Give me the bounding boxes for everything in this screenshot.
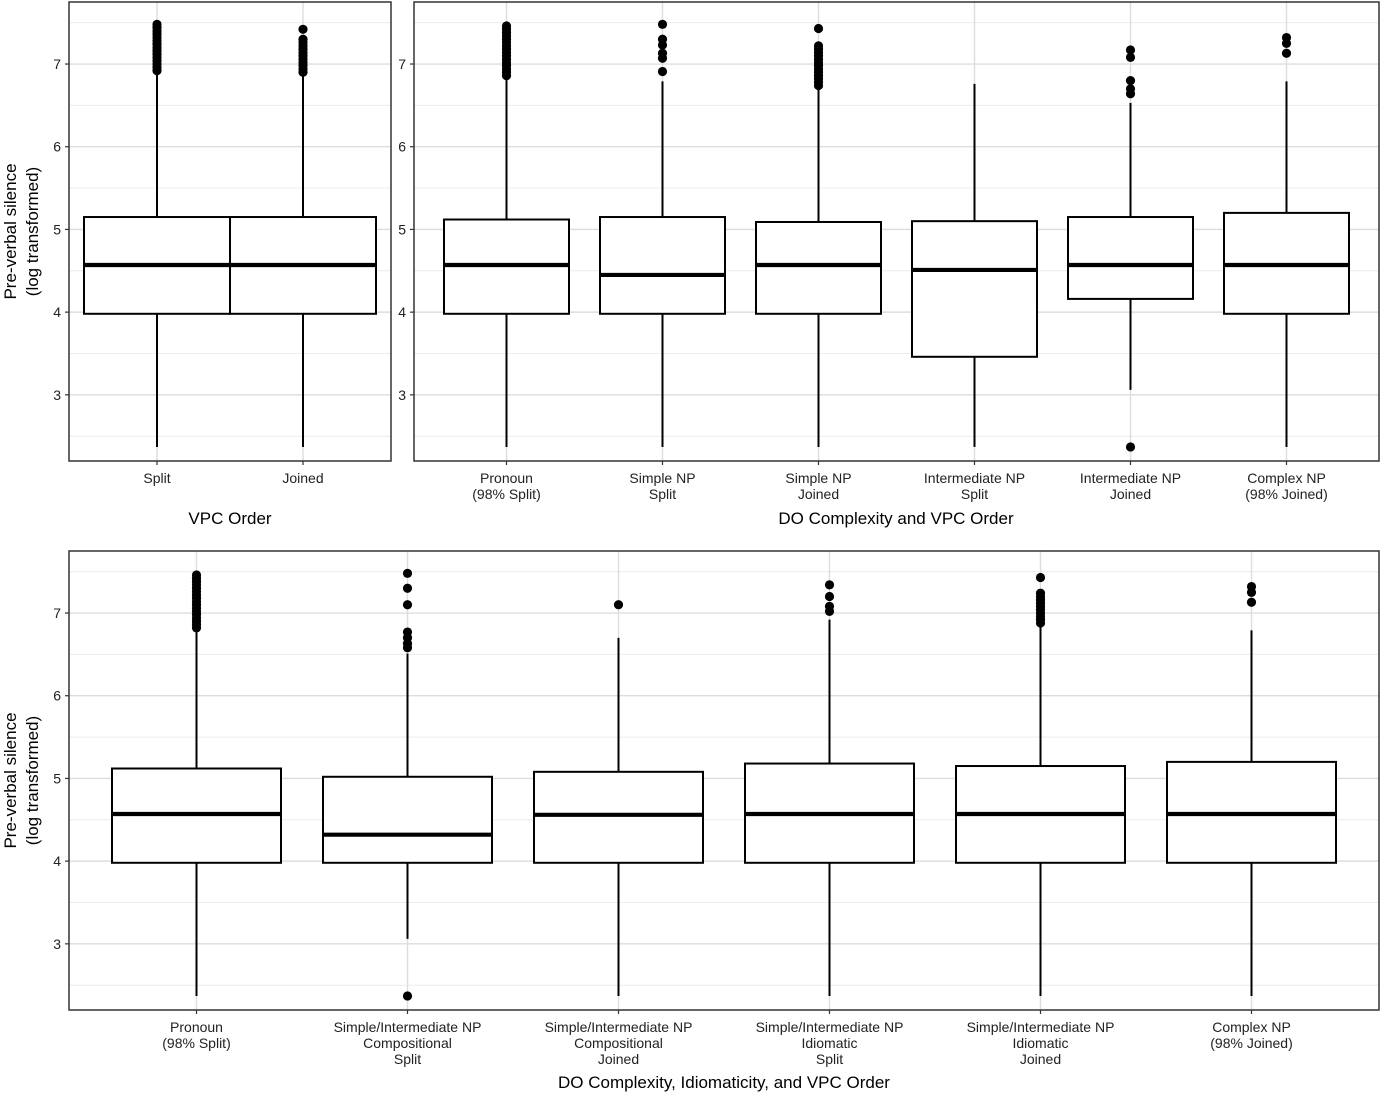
outlier-point <box>402 991 413 1001</box>
y-tick-label: 6 <box>398 139 406 155</box>
category-label: (98% Split) <box>472 486 540 502</box>
category-label: Simple NP <box>629 470 695 486</box>
outlier-point <box>657 48 668 58</box>
category-label: Simple/Intermediate NP <box>334 1019 482 1035</box>
y-tick-label: 6 <box>53 688 61 704</box>
x-axis-title: DO Complexity and VPC Order <box>778 509 1014 528</box>
y-tick-label: 3 <box>398 387 406 403</box>
category-label: (98% Joined) <box>1245 486 1328 502</box>
outlier-point <box>1281 48 1292 58</box>
panel-border <box>68 550 1380 1011</box>
category-label: Split <box>649 486 676 502</box>
outlier-point <box>657 34 668 44</box>
y-tick-label: 5 <box>53 770 61 786</box>
iqr-box <box>1067 216 1194 300</box>
x-axis-title: DO Complexity, Idiomaticity, and VPC Ord… <box>558 1073 890 1092</box>
y-tick-label: 7 <box>53 605 61 621</box>
category-label: (98% Split) <box>162 1035 230 1051</box>
category-label: Idiomatic <box>1012 1035 1068 1051</box>
outlier-point <box>824 601 835 612</box>
category-label: Joined <box>598 1051 639 1067</box>
panel-border <box>413 1 1380 462</box>
category-label: Joined <box>1110 486 1151 502</box>
category-label: Split <box>816 1051 843 1067</box>
outlier-point <box>298 24 308 34</box>
category-label: Split <box>961 486 988 502</box>
category-label: Joined <box>798 486 839 502</box>
y-tick-label: 7 <box>398 56 406 72</box>
panel-border <box>68 1 392 462</box>
y-tick-label: 7 <box>53 56 61 72</box>
category-label: Idiomatic <box>801 1035 857 1051</box>
outlier-point <box>1125 75 1136 86</box>
y-axis-title: (log transformed) <box>23 716 42 845</box>
y-tick-label: 4 <box>53 304 61 320</box>
outlier-point <box>402 568 413 578</box>
y-tick-label: 3 <box>53 936 61 952</box>
y-tick-label: 5 <box>53 221 61 237</box>
outlier-point <box>657 19 668 29</box>
category-label: Intermediate NP <box>924 470 1025 486</box>
outlier-point <box>613 600 624 610</box>
category-label: Pronoun <box>170 1019 223 1035</box>
outlier-point <box>298 34 308 44</box>
outlier-point <box>501 21 512 31</box>
y-tick-label: 6 <box>53 139 61 155</box>
panel-do-complexity-idiomaticity-vpc-order: 3 4 5 6 7 Pronoun(98% Split) Simple/Intermedia… <box>1 550 1380 1092</box>
category-label: Complex NP <box>1212 1019 1291 1035</box>
category-label: Joined <box>282 470 323 486</box>
outlier-point <box>1125 84 1136 94</box>
outlier-point <box>1246 581 1257 592</box>
iqr-box <box>533 770 704 864</box>
outlier-point <box>1246 597 1257 607</box>
y-axis-title: Pre-verbal silence <box>1 712 20 848</box>
category-label: Compositional <box>363 1035 452 1051</box>
category-label: Split <box>143 470 170 486</box>
outlier-point <box>1125 442 1136 452</box>
x-axis-title: VPC Order <box>188 509 271 528</box>
iqr-box <box>755 220 882 315</box>
category-label: Simple NP <box>785 470 851 486</box>
category-label: Complex NP <box>1247 470 1326 486</box>
category-label: Intermediate NP <box>1080 470 1181 486</box>
category-label: (98% Joined) <box>1210 1035 1293 1051</box>
iqr-box <box>911 220 1038 358</box>
outlier-point <box>813 23 824 34</box>
outlier-point <box>1125 45 1136 55</box>
iqr-box <box>322 775 493 864</box>
outlier-point <box>402 627 413 637</box>
category-label: Simple/Intermediate NP <box>967 1019 1115 1035</box>
outlier-point <box>824 591 835 602</box>
outlier-point <box>824 580 835 590</box>
y-axis-title: Pre-verbal silence <box>1 163 20 299</box>
y-tick-label: 3 <box>53 387 61 403</box>
outlier-point <box>402 600 413 610</box>
outlier-point <box>1125 52 1136 63</box>
outlier-point <box>657 66 668 77</box>
outlier-point <box>191 570 202 580</box>
y-tick-label: 4 <box>398 304 406 320</box>
y-tick-label: 4 <box>53 853 61 869</box>
outlier-point <box>1281 32 1292 43</box>
outlier-point <box>402 583 413 593</box>
category-label: Joined <box>1020 1051 1061 1067</box>
outlier-point <box>813 41 824 51</box>
y-axis-title: (log transformed) <box>23 167 42 296</box>
category-label: Simple/Intermediate NP <box>545 1019 693 1035</box>
category-label: Simple/Intermediate NP <box>756 1019 904 1035</box>
iqr-box <box>599 216 726 315</box>
outlier-point <box>152 19 162 29</box>
category-label: Split <box>394 1051 421 1067</box>
panel-vpc-order: 3 4 5 6 7 Split Joined VPC Order Pre-verbal sile… <box>1 1 392 528</box>
outlier-point <box>1035 588 1046 598</box>
category-label: Pronoun <box>480 470 533 486</box>
y-tick-label: 5 <box>398 221 406 237</box>
category-label: Compositional <box>574 1035 663 1051</box>
outlier-point <box>1035 572 1046 583</box>
